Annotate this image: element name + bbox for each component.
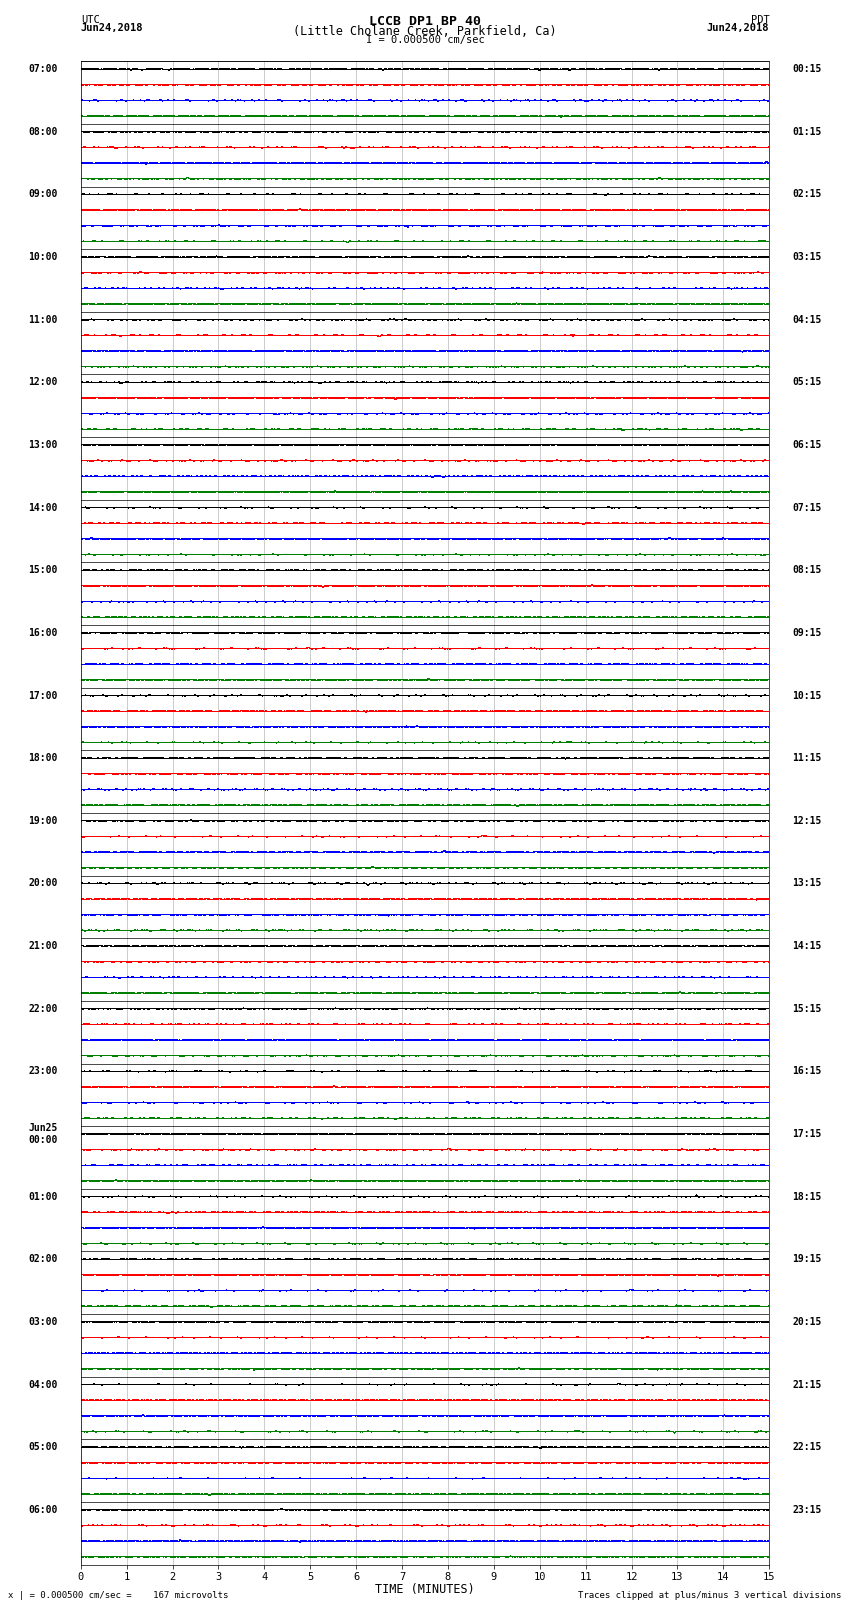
- Text: 16:00: 16:00: [28, 627, 58, 637]
- Text: Traces clipped at plus/minus 3 vertical divisions: Traces clipped at plus/minus 3 vertical …: [578, 1590, 842, 1600]
- Text: 22:00: 22:00: [28, 1003, 58, 1013]
- Text: 02:15: 02:15: [792, 189, 822, 200]
- Text: 21:15: 21:15: [792, 1379, 822, 1389]
- Text: 09:15: 09:15: [792, 627, 822, 637]
- Text: 18:00: 18:00: [28, 753, 58, 763]
- Text: I = 0.000500 cm/sec: I = 0.000500 cm/sec: [366, 35, 484, 45]
- Text: Jun24,2018: Jun24,2018: [81, 24, 144, 34]
- Text: 05:00: 05:00: [28, 1442, 58, 1452]
- Text: 05:15: 05:15: [792, 377, 822, 387]
- Text: 21:00: 21:00: [28, 940, 58, 952]
- Text: UTC: UTC: [81, 16, 99, 26]
- Text: 15:00: 15:00: [28, 565, 58, 576]
- Text: 15:15: 15:15: [792, 1003, 822, 1013]
- Text: 06:15: 06:15: [792, 440, 822, 450]
- Text: 14:00: 14:00: [28, 503, 58, 513]
- Text: 08:15: 08:15: [792, 565, 822, 576]
- Text: PDT: PDT: [751, 16, 769, 26]
- Text: Jun25
00:00: Jun25 00:00: [28, 1123, 58, 1145]
- Text: 17:00: 17:00: [28, 690, 58, 700]
- Text: Jun24,2018: Jun24,2018: [706, 24, 769, 34]
- Text: 13:15: 13:15: [792, 879, 822, 889]
- Text: 04:00: 04:00: [28, 1379, 58, 1389]
- Text: 10:15: 10:15: [792, 690, 822, 700]
- Text: 19:15: 19:15: [792, 1255, 822, 1265]
- Text: 23:15: 23:15: [792, 1505, 822, 1515]
- Text: 20:15: 20:15: [792, 1316, 822, 1327]
- Text: 02:00: 02:00: [28, 1255, 58, 1265]
- Text: x | = 0.000500 cm/sec =    167 microvolts: x | = 0.000500 cm/sec = 167 microvolts: [8, 1590, 229, 1600]
- Text: 11:15: 11:15: [792, 753, 822, 763]
- Text: 01:15: 01:15: [792, 127, 822, 137]
- Text: 09:00: 09:00: [28, 189, 58, 200]
- Text: 18:15: 18:15: [792, 1192, 822, 1202]
- Text: 03:00: 03:00: [28, 1316, 58, 1327]
- Text: 12:00: 12:00: [28, 377, 58, 387]
- X-axis label: TIME (MINUTES): TIME (MINUTES): [375, 1582, 475, 1595]
- Text: 08:00: 08:00: [28, 127, 58, 137]
- Text: 10:00: 10:00: [28, 252, 58, 261]
- Text: 11:00: 11:00: [28, 315, 58, 324]
- Text: 20:00: 20:00: [28, 879, 58, 889]
- Text: 14:15: 14:15: [792, 940, 822, 952]
- Text: 22:15: 22:15: [792, 1442, 822, 1452]
- Text: 23:00: 23:00: [28, 1066, 58, 1076]
- Text: 04:15: 04:15: [792, 315, 822, 324]
- Text: (Little Cholane Creek, Parkfield, Ca): (Little Cholane Creek, Parkfield, Ca): [293, 24, 557, 39]
- Text: 07:15: 07:15: [792, 503, 822, 513]
- Text: 19:00: 19:00: [28, 816, 58, 826]
- Text: LCCB DP1 BP 40: LCCB DP1 BP 40: [369, 16, 481, 29]
- Text: 07:00: 07:00: [28, 65, 58, 74]
- Text: 16:15: 16:15: [792, 1066, 822, 1076]
- Text: 00:15: 00:15: [792, 65, 822, 74]
- Text: 17:15: 17:15: [792, 1129, 822, 1139]
- Text: 01:00: 01:00: [28, 1192, 58, 1202]
- Text: 03:15: 03:15: [792, 252, 822, 261]
- Text: 13:00: 13:00: [28, 440, 58, 450]
- Text: 06:00: 06:00: [28, 1505, 58, 1515]
- Text: 12:15: 12:15: [792, 816, 822, 826]
